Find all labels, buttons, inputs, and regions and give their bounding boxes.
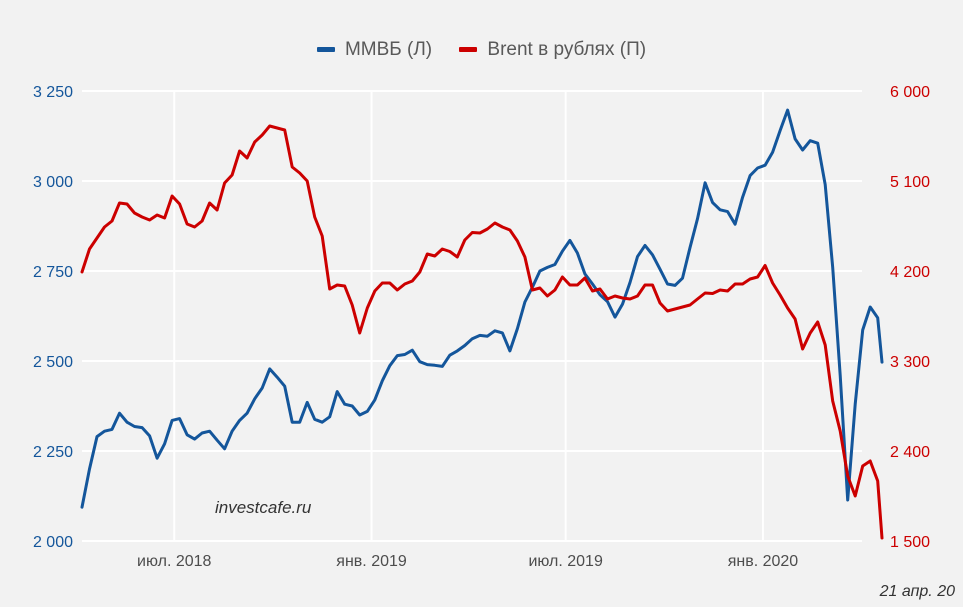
legend-label-mmvb: ММВБ (Л) (344, 38, 433, 60)
x-tick-label: янв. 2020 (728, 553, 799, 570)
y-left-tick-label: 3 250 (33, 84, 73, 101)
gridlines (82, 90, 862, 542)
y-left-tick-label: 2 750 (33, 264, 73, 281)
legend-swatch-brent (459, 47, 478, 52)
legend-swatch-mmvb (316, 47, 335, 52)
y-right-tick-label: 6 000 (890, 84, 930, 101)
date-stamp: 21 апр. 20 (879, 583, 955, 600)
series-brent (80, 124, 884, 540)
x-tick-label: июл. 2019 (528, 553, 603, 570)
y-right-tick-label: 2 400 (890, 444, 930, 461)
y-right-tick-label: 5 100 (890, 174, 930, 191)
y-left-tick-label: 2 000 (33, 534, 73, 551)
x-tick-label: июл. 2018 (137, 553, 212, 570)
chart-legend: ММВБ (Л) Brent в рублях (П) (0, 36, 963, 61)
series-mmvb (80, 108, 884, 509)
y-left-tick-label: 2 500 (33, 354, 73, 371)
y-right-tick-label: 4 200 (890, 264, 930, 281)
watermark: investcafe.ru (215, 498, 312, 517)
y-left-tick-label: 3 000 (33, 174, 73, 191)
series-lines (80, 108, 884, 540)
y-left-tick-label: 2 250 (33, 444, 73, 461)
legend-item-mmvb[interactable]: ММВБ (Л) (316, 38, 433, 61)
y-axis-right: 6 000 5 100 4 200 3 300 2 400 1 500 (890, 84, 930, 551)
x-tick-label: янв. 2019 (336, 553, 407, 570)
y-right-tick-label: 3 300 (890, 354, 930, 371)
legend-item-brent[interactable]: Brent в рублях (П) (459, 39, 646, 61)
series-line-brent (80, 124, 884, 540)
x-axis: июл. 2018 янв. 2019 июл. 2019 янв. 2020 (137, 553, 798, 570)
y-axis-left: 3 250 3 000 2 750 2 500 2 250 2 000 (33, 84, 73, 551)
series-line-mmvb (80, 108, 884, 509)
y-right-tick-label: 1 500 (890, 534, 930, 551)
legend-label-brent: Brent в рублях (П) (487, 38, 647, 60)
